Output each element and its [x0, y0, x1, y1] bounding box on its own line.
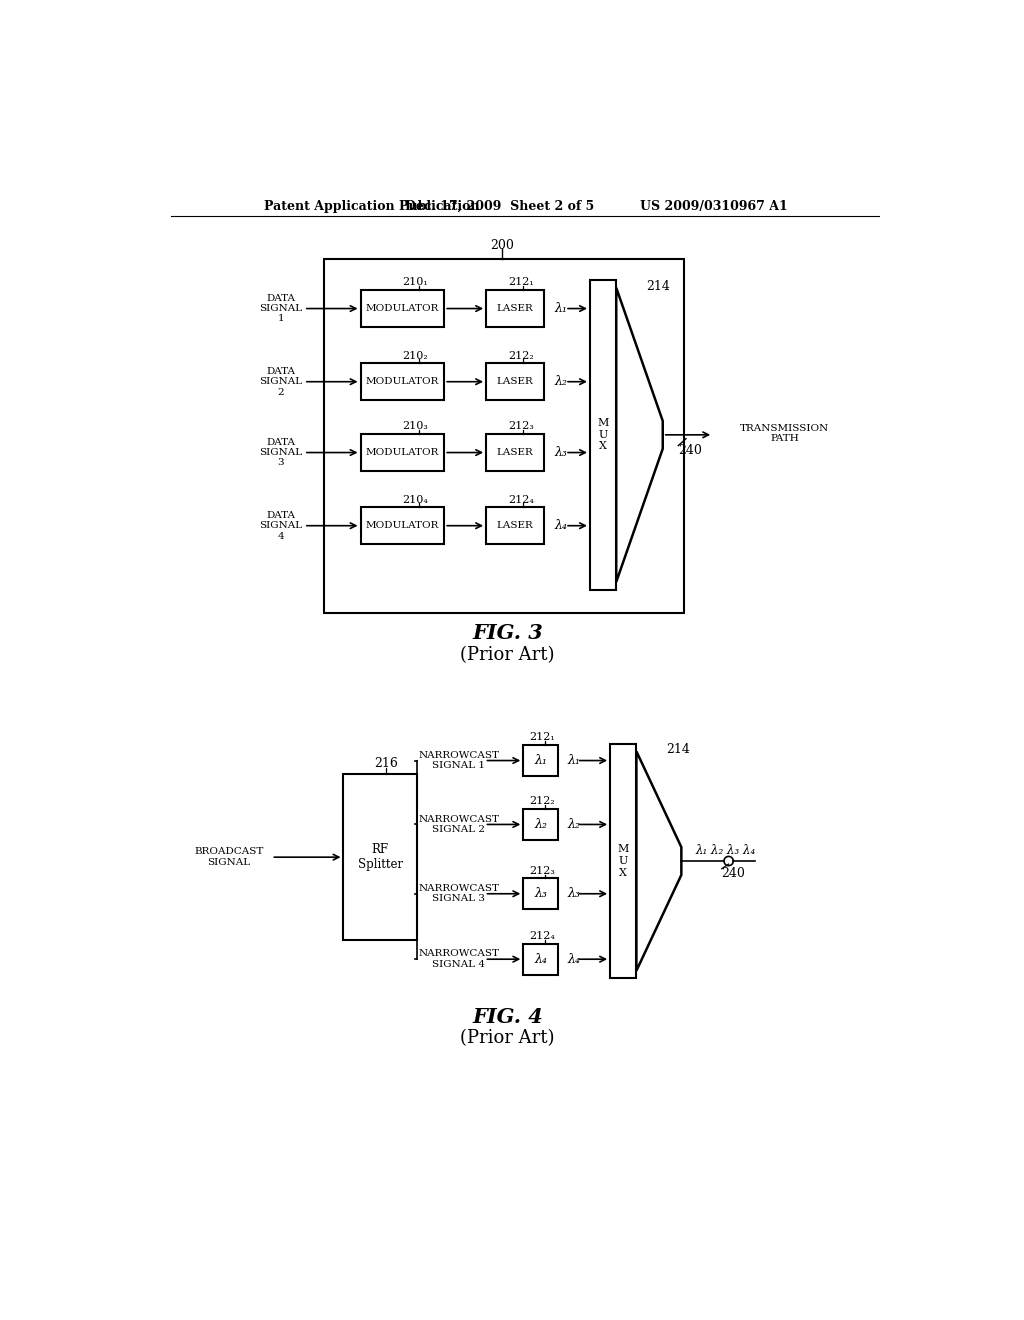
- Text: MODULATOR: MODULATOR: [366, 304, 439, 313]
- Text: US 2009/0310967 A1: US 2009/0310967 A1: [640, 199, 787, 213]
- Text: λ₂: λ₂: [535, 818, 547, 832]
- Text: DATA
SIGNAL
2: DATA SIGNAL 2: [259, 367, 302, 396]
- Text: DATA
SIGNAL
1: DATA SIGNAL 1: [259, 293, 302, 323]
- Text: 212₄: 212₄: [508, 495, 534, 504]
- Text: DATA
SIGNAL
4: DATA SIGNAL 4: [259, 511, 302, 541]
- Text: 210₄: 210₄: [402, 495, 428, 504]
- Text: M
U
X: M U X: [597, 418, 608, 451]
- Text: λ₁: λ₁: [567, 754, 581, 767]
- Text: RF
Splitter: RF Splitter: [357, 843, 402, 871]
- Text: 216: 216: [375, 758, 398, 770]
- Text: 212₃: 212₃: [529, 866, 555, 875]
- Bar: [590, 280, 616, 590]
- Text: λ₂: λ₂: [554, 375, 567, 388]
- Text: TRANSMISSION
PATH: TRANSMISSION PATH: [740, 424, 829, 444]
- Text: 212₂: 212₂: [529, 796, 555, 807]
- Text: 240: 240: [678, 444, 702, 457]
- Bar: [523, 878, 558, 909]
- Text: LASER: LASER: [497, 304, 534, 313]
- Text: 210₂: 210₂: [402, 351, 428, 360]
- Text: 212₁: 212₁: [529, 733, 555, 742]
- Bar: [360, 363, 444, 400]
- Text: 210₁: 210₁: [402, 277, 428, 288]
- Text: λ₃: λ₃: [535, 887, 547, 900]
- Text: λ₂: λ₂: [567, 818, 581, 832]
- Bar: [360, 507, 444, 544]
- Bar: [523, 744, 558, 776]
- Text: MODULATOR: MODULATOR: [366, 521, 439, 531]
- Text: LASER: LASER: [497, 521, 534, 531]
- Bar: [486, 290, 544, 327]
- Text: (Prior Art): (Prior Art): [461, 645, 555, 664]
- Text: λ₁: λ₁: [535, 754, 547, 767]
- Bar: [360, 290, 444, 327]
- Text: λ₄: λ₄: [535, 953, 547, 966]
- Polygon shape: [616, 288, 663, 582]
- Text: 240: 240: [722, 867, 745, 880]
- Text: MODULATOR: MODULATOR: [366, 378, 439, 387]
- Text: FIG. 4: FIG. 4: [472, 1007, 543, 1027]
- Text: 212₄: 212₄: [529, 931, 555, 941]
- Text: λ₄: λ₄: [554, 519, 567, 532]
- Text: λ₄: λ₄: [567, 953, 581, 966]
- Text: 214: 214: [646, 280, 670, 293]
- Polygon shape: [636, 751, 681, 970]
- Text: 200: 200: [490, 239, 514, 252]
- Text: Dec. 17, 2009  Sheet 2 of 5: Dec. 17, 2009 Sheet 2 of 5: [404, 199, 594, 213]
- Text: λ₃: λ₃: [567, 887, 581, 900]
- Bar: [523, 944, 558, 974]
- Text: LASER: LASER: [497, 447, 534, 457]
- Text: 212₁: 212₁: [508, 277, 534, 288]
- Text: NARROWCAST
SIGNAL 3: NARROWCAST SIGNAL 3: [419, 884, 500, 903]
- Text: FIG. 3: FIG. 3: [472, 623, 543, 643]
- Bar: [486, 363, 544, 400]
- Text: MODULATOR: MODULATOR: [366, 447, 439, 457]
- Text: NARROWCAST
SIGNAL 4: NARROWCAST SIGNAL 4: [419, 949, 500, 969]
- Bar: [343, 775, 417, 940]
- Text: DATA
SIGNAL
3: DATA SIGNAL 3: [259, 438, 302, 467]
- Text: Patent Application Publication: Patent Application Publication: [263, 199, 479, 213]
- Text: λ₃: λ₃: [554, 446, 567, 459]
- Text: 212₂: 212₂: [508, 351, 534, 360]
- Text: λ₁: λ₁: [554, 302, 567, 315]
- Bar: [523, 809, 558, 840]
- Bar: [324, 259, 684, 612]
- Bar: [610, 743, 636, 978]
- Text: NARROWCAST
SIGNAL 2: NARROWCAST SIGNAL 2: [419, 814, 500, 834]
- Text: (Prior Art): (Prior Art): [461, 1030, 555, 1048]
- Bar: [360, 434, 444, 471]
- Bar: [486, 434, 544, 471]
- Text: 214: 214: [666, 743, 690, 756]
- Text: λ₁ λ₂ λ₃ λ₄: λ₁ λ₂ λ₃ λ₄: [695, 843, 756, 857]
- Text: 210₃: 210₃: [402, 421, 428, 432]
- Text: LASER: LASER: [497, 378, 534, 387]
- Text: NARROWCAST
SIGNAL 1: NARROWCAST SIGNAL 1: [419, 751, 500, 771]
- Text: BROADCAST
SIGNAL: BROADCAST SIGNAL: [195, 847, 263, 867]
- Text: 212₃: 212₃: [508, 421, 534, 432]
- Text: M
U
X: M U X: [617, 845, 629, 878]
- Bar: [486, 507, 544, 544]
